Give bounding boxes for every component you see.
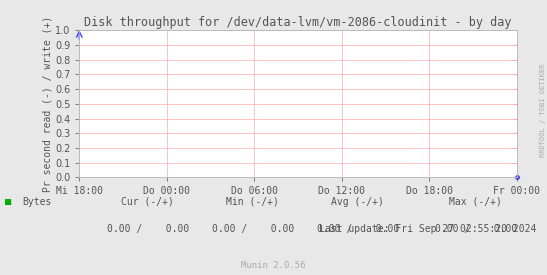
Text: 0.00 /    0.00: 0.00 / 0.00 [317, 224, 399, 234]
Text: Max (-/+): Max (-/+) [450, 197, 502, 207]
Text: 0.00 /    0.00: 0.00 / 0.00 [107, 224, 189, 234]
Text: Cur (-/+): Cur (-/+) [121, 197, 174, 207]
Text: Bytes: Bytes [22, 197, 51, 207]
Text: ■: ■ [5, 197, 11, 207]
Text: 0.00 /    0.00: 0.00 / 0.00 [435, 224, 517, 234]
Text: Munin 2.0.56: Munin 2.0.56 [241, 260, 306, 270]
Text: Min (-/+): Min (-/+) [226, 197, 279, 207]
Y-axis label: Pr second read (-) / write (+): Pr second read (-) / write (+) [42, 16, 52, 192]
Text: RRDTOOL / TOBI OETIKER: RRDTOOL / TOBI OETIKER [540, 63, 546, 157]
Text: Last update: Fri Sep 27 02:55:20 2024: Last update: Fri Sep 27 02:55:20 2024 [319, 224, 536, 234]
Text: Avg (-/+): Avg (-/+) [331, 197, 384, 207]
Title: Disk throughput for /dev/data-lvm/vm-2086-cloudinit - by day: Disk throughput for /dev/data-lvm/vm-208… [84, 16, 512, 29]
Text: 0.00 /    0.00: 0.00 / 0.00 [212, 224, 294, 234]
